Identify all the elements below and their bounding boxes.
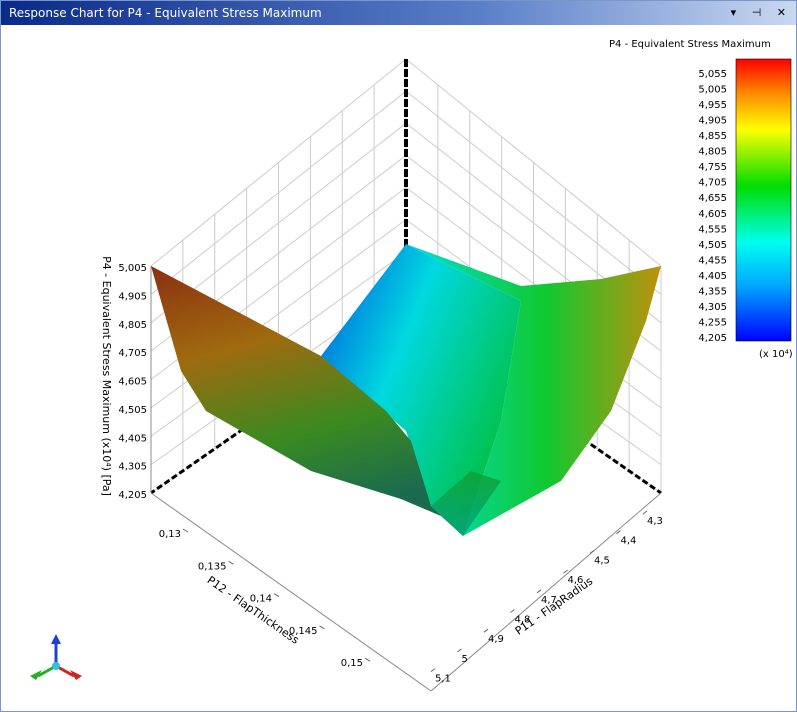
z-tick-label: 4,405 <box>118 433 147 444</box>
y-tick-label: 5,1 <box>435 674 451 685</box>
z-tick-label: 4,705 <box>118 348 147 359</box>
window-controls[interactable]: ▾ ⊣ ✕ <box>730 6 792 19</box>
z-tick-label: 5,005 <box>118 263 147 274</box>
tick-mark <box>510 609 515 613</box>
z-tick-label: 4,605 <box>118 377 147 388</box>
x-axis-title: P12 - FlapThickness <box>205 574 302 647</box>
surface <box>151 266 463 536</box>
legend-multiplier: (x 10⁴) <box>759 349 793 360</box>
y-tick-label: 4,9 <box>488 634 504 645</box>
y-tick-label: 4,4 <box>621 536 637 547</box>
legend-label: 4,955 <box>698 100 727 111</box>
axis-edge <box>150 492 432 692</box>
z-tick-label: 4,905 <box>118 291 147 302</box>
y-tick-label: 4,3 <box>647 516 663 527</box>
y-tick-label: 5 <box>462 654 468 665</box>
legend-label: 4,555 <box>698 224 727 235</box>
tick-mark <box>536 589 542 594</box>
y-tick-label: 4,8 <box>515 615 531 626</box>
window-title: Response Chart for P4 - Equivalent Stres… <box>9 6 322 20</box>
legend-label: 4,205 <box>698 333 727 344</box>
legend-title: P4 - Equivalent Stress Maximum <box>609 39 771 50</box>
x-tick-label: 0,13 <box>159 529 181 540</box>
tick-mark <box>563 569 568 574</box>
z-tick-label: 4,205 <box>118 490 147 501</box>
legend-label: 4,255 <box>698 317 727 328</box>
surface <box>431 471 501 536</box>
legend-label: 4,905 <box>698 116 727 127</box>
z-tick-label: 4,305 <box>118 462 147 473</box>
legend-label: 5,005 <box>698 85 727 96</box>
x-tick-label: 0,14 <box>250 594 272 605</box>
x-tick-label: 0,145 <box>289 626 318 637</box>
color-bar <box>735 58 792 342</box>
legend-label: 4,855 <box>698 131 727 142</box>
title-bar: Response Chart for P4 - Equivalent Stres… <box>1 1 796 25</box>
legend-label: 5,055 <box>698 69 727 80</box>
x-tick-label: 0,135 <box>198 561 227 572</box>
tick-mark <box>182 528 189 533</box>
legend-label: 4,405 <box>698 271 727 282</box>
y-tick-label: 4,5 <box>594 555 610 566</box>
x-tick-label: 0,15 <box>341 658 363 669</box>
legend-label: 4,305 <box>698 302 727 313</box>
y-tick-label: 4,7 <box>541 595 557 606</box>
tick-mark <box>273 593 280 598</box>
legend-label: 4,755 <box>698 162 727 173</box>
tick-mark <box>483 628 489 633</box>
chart: P4 - Equivalent Stress Maximum (x 10⁴) P… <box>30 39 793 692</box>
legend-label: 4,505 <box>698 240 727 251</box>
legend-label: 4,655 <box>698 193 727 204</box>
z-tick-label: 4,805 <box>118 320 147 331</box>
tick-mark <box>364 657 371 662</box>
tick-mark <box>589 550 595 554</box>
z-axis-title: P4 - Equivalent Stress Maximum (x10⁴) [P… <box>100 256 113 496</box>
legend-label: 4,455 <box>698 255 727 266</box>
surface <box>406 244 661 536</box>
tick-mark <box>319 625 325 630</box>
z-tick-label: 4,505 <box>118 405 147 416</box>
legend-label: 4,705 <box>698 178 727 189</box>
surface <box>321 244 521 536</box>
tick-mark <box>616 530 621 535</box>
tick-mark <box>228 560 234 565</box>
legend-label: 4,805 <box>698 147 727 158</box>
tick-mark <box>642 510 648 515</box>
legend-label: 4,355 <box>698 286 727 297</box>
y-tick-label: 4,6 <box>568 575 584 586</box>
tick-mark <box>430 668 436 672</box>
axis-triad <box>30 634 82 680</box>
tick-mark <box>457 648 462 653</box>
axis-edge <box>430 492 662 692</box>
legend-label: 4,605 <box>698 209 727 220</box>
